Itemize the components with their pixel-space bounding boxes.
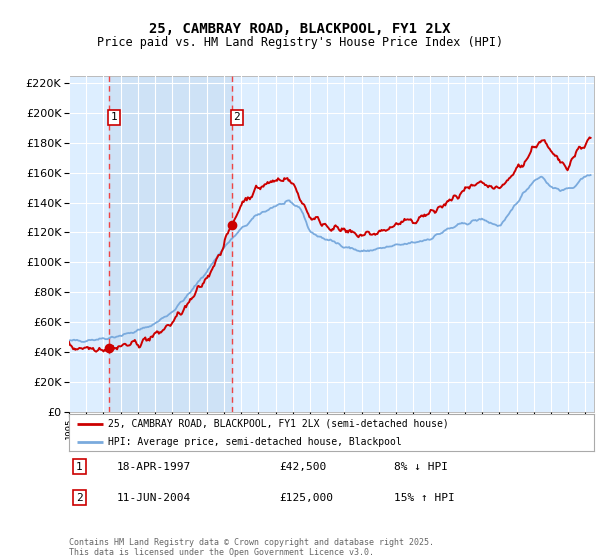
Text: 8% ↓ HPI: 8% ↓ HPI (395, 461, 449, 472)
Text: 2: 2 (76, 493, 83, 503)
Text: 25, CAMBRAY ROAD, BLACKPOOL, FY1 2LX: 25, CAMBRAY ROAD, BLACKPOOL, FY1 2LX (149, 22, 451, 36)
Text: £42,500: £42,500 (279, 461, 326, 472)
Text: Price paid vs. HM Land Registry's House Price Index (HPI): Price paid vs. HM Land Registry's House … (97, 36, 503, 49)
Text: 25, CAMBRAY ROAD, BLACKPOOL, FY1 2LX (semi-detached house): 25, CAMBRAY ROAD, BLACKPOOL, FY1 2LX (se… (109, 418, 449, 428)
Text: HPI: Average price, semi-detached house, Blackpool: HPI: Average price, semi-detached house,… (109, 437, 402, 447)
Text: 1: 1 (76, 461, 83, 472)
Text: 11-JUN-2004: 11-JUN-2004 (116, 493, 191, 503)
Text: £125,000: £125,000 (279, 493, 333, 503)
Text: 15% ↑ HPI: 15% ↑ HPI (395, 493, 455, 503)
Text: 1: 1 (110, 113, 117, 123)
Text: 18-APR-1997: 18-APR-1997 (116, 461, 191, 472)
Text: Contains HM Land Registry data © Crown copyright and database right 2025.
This d: Contains HM Land Registry data © Crown c… (69, 538, 434, 557)
Bar (109, 76, 232, 412)
Text: 2: 2 (233, 113, 240, 123)
